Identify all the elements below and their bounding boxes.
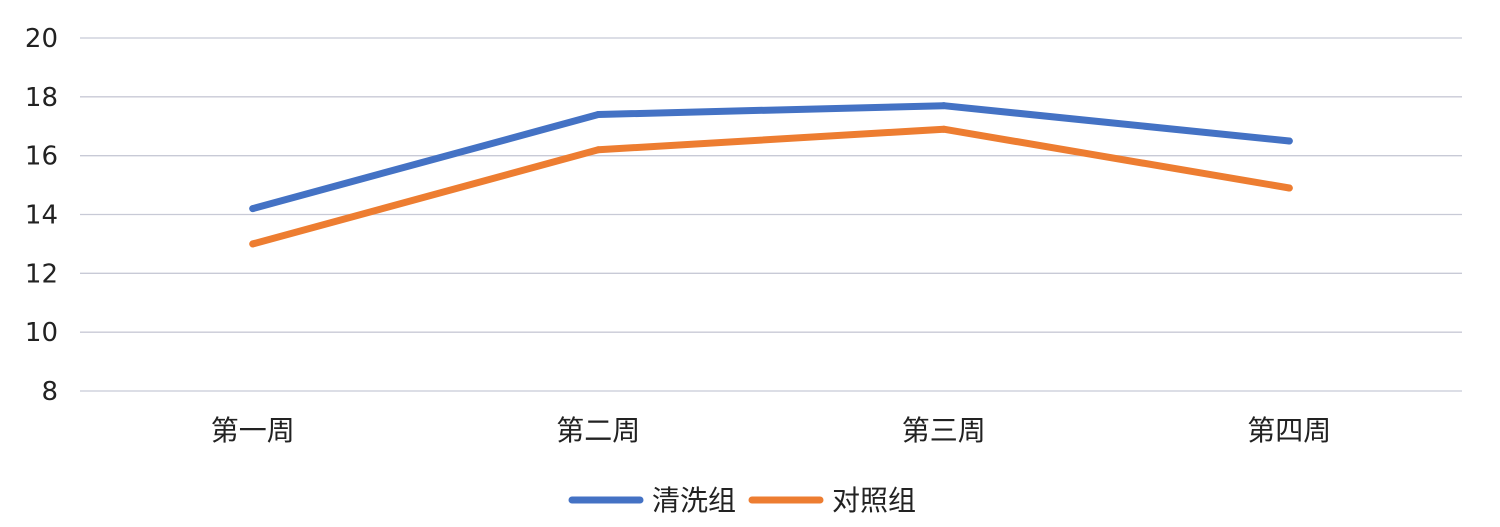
series-line-2 (249, 125, 1293, 248)
y-tick-label: 18 (25, 83, 58, 113)
y-axis-ticks: 8 10 12 14 16 18 20 (25, 24, 58, 407)
y-tick-label: 12 (25, 259, 58, 289)
series-lines (249, 102, 1293, 248)
series-line-1 (249, 102, 1293, 213)
legend-item: 清洗组 (568, 484, 736, 517)
legend-item: 对照组 (748, 484, 916, 517)
data-point (1285, 184, 1293, 192)
y-tick-label: 8 (41, 377, 58, 407)
data-point (594, 110, 602, 118)
data-point (1285, 137, 1293, 145)
x-axis-categories: 第一周 第二周 第三周 第四周 (211, 414, 1332, 447)
data-point (940, 125, 948, 133)
x-category-label: 第二周 (556, 414, 640, 447)
data-point (249, 240, 257, 248)
y-tick-label: 10 (25, 318, 58, 348)
grid-lines (80, 37, 1462, 392)
y-tick-label: 14 (25, 201, 58, 231)
legend-label: 对照组 (832, 484, 916, 517)
legend: 清洗组 对照组 (568, 484, 916, 517)
y-tick-label: 20 (25, 24, 58, 54)
data-point (594, 146, 602, 154)
legend-label: 清洗组 (652, 484, 736, 517)
x-category-label: 第一周 (211, 414, 295, 447)
x-category-label: 第四周 (1247, 414, 1331, 447)
data-point (940, 102, 948, 110)
y-tick-label: 16 (25, 142, 58, 172)
x-category-label: 第三周 (902, 414, 986, 447)
data-point (249, 205, 257, 213)
